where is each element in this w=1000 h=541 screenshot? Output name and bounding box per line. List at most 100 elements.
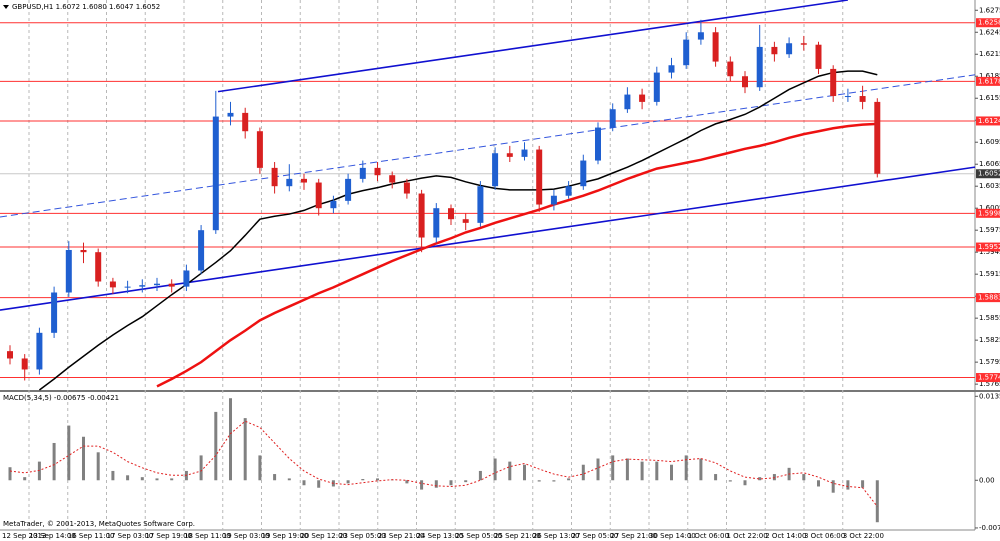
x-tick-label: 23 Sep 21:00: [378, 532, 425, 540]
level-label-bg: [976, 373, 1000, 383]
last-price-bg: [976, 169, 1000, 179]
macd-bar: [420, 480, 424, 490]
trendline: [0, 166, 976, 311]
candle-body: [492, 153, 499, 187]
y-tick-label: 1.6215: [979, 50, 1000, 58]
candle-body: [95, 252, 102, 282]
candle-body: [536, 149, 543, 205]
y-tick-label: 1.5915: [979, 270, 1000, 278]
x-tick-label: 3 Oct 06:00: [804, 532, 845, 540]
candle-body: [168, 283, 175, 287]
moving-average: [156, 122, 878, 388]
x-tick-label: 19 Sep 19:00: [262, 532, 309, 540]
x-tick-label: 17 Sep 19:00: [145, 532, 192, 540]
macd-bar: [37, 461, 41, 481]
y-tick-label: 1.5945: [979, 248, 1000, 256]
macd-bar: [287, 478, 291, 481]
candle-body: [550, 195, 557, 205]
candle-body: [389, 175, 396, 183]
macd-bar: [861, 480, 865, 488]
y-tick-label: -0.00767: [979, 524, 1000, 532]
y-tick-label: 0.01351: [979, 392, 1000, 400]
macd-bar: [552, 480, 556, 482]
candle-body: [697, 32, 704, 40]
macd-bar: [772, 474, 776, 481]
candle-body: [448, 208, 454, 220]
macd-signal: [9, 420, 878, 507]
x-tick-label: 16 Sep 11:00: [68, 532, 115, 540]
macd-bar: [537, 480, 541, 482]
last-price-label: 1.6052: [978, 170, 1000, 178]
level-label-bg: [976, 242, 1000, 252]
macd-bar: [170, 478, 174, 481]
y-tick-label: 1.5975: [979, 226, 1000, 234]
candle-body: [154, 283, 160, 286]
macd-bar: [670, 464, 673, 481]
macd-bar: [684, 455, 688, 481]
macd-bar: [743, 480, 747, 486]
macd-bar: [96, 452, 100, 481]
macd-bar: [523, 464, 526, 481]
candle-body: [668, 65, 675, 73]
x-tick-label: 2 Oct 14:00: [765, 532, 806, 540]
candle-body: [418, 193, 425, 238]
level-label: 1.5883: [978, 294, 1000, 302]
candle-body: [580, 160, 587, 187]
candle-body: [139, 285, 146, 287]
macd-bar: [126, 475, 130, 481]
y-tick-label: 1.6185: [979, 72, 1000, 80]
candle-body: [124, 286, 131, 288]
candle-body: [830, 68, 837, 97]
macd-bar: [23, 477, 27, 481]
level-label-bg: [976, 208, 1000, 218]
y-tick-label: 1.6275: [979, 6, 1000, 14]
macd-bar: [214, 411, 218, 481]
x-tick-label: 17 Sep 03:00: [107, 532, 154, 540]
candle-body: [771, 46, 778, 55]
macd-label: MACD(5,34,5) -0.00675 -0.00421: [3, 394, 119, 402]
x-tick-label: 3 Oct 22:00: [843, 532, 884, 540]
candle-body: [506, 153, 513, 157]
candle-body: [109, 281, 116, 288]
candle-body: [315, 182, 322, 209]
macd-bar: [243, 418, 247, 481]
level-label: 1.6178: [978, 77, 1000, 85]
level-label-bg: [976, 293, 1000, 303]
macd-bar: [581, 464, 585, 481]
candle-body: [859, 96, 866, 102]
candle-body: [183, 270, 190, 287]
macd-bar: [714, 474, 718, 481]
candle-body: [227, 112, 234, 117]
level-label-bg: [976, 18, 1000, 28]
y-tick-label: 1.6005: [979, 204, 1000, 212]
macd-bar: [699, 458, 703, 481]
y-tick-label: 0.00: [979, 476, 995, 484]
macd-bar: [111, 470, 115, 481]
macd-bar: [155, 478, 159, 481]
candle-body: [712, 32, 719, 62]
trendline: [217, 0, 849, 93]
x-tick-label: 24 Sep 13:00: [417, 532, 464, 540]
x-tick-label: 18 Sep 11:00: [184, 532, 231, 540]
macd-bar: [317, 480, 321, 488]
macd-bar: [493, 458, 497, 481]
candle-body: [477, 186, 484, 223]
candle-body: [65, 249, 72, 293]
macd-bar: [82, 436, 85, 481]
macd-bar: [8, 467, 12, 481]
candle-body: [51, 292, 58, 333]
candle-body: [359, 167, 366, 179]
macd-bar: [199, 455, 203, 481]
footer: MetaTrader, © 2001-2013, MetaQuotes Soft…: [3, 520, 195, 528]
moving-average: [38, 70, 878, 391]
x-tick-label: 25 Sep 21:00: [494, 532, 541, 540]
candle-body: [301, 178, 307, 183]
candle-body: [374, 167, 381, 176]
x-tick-label: 12 Sep 2013: [2, 532, 46, 540]
x-tick-label: 20 Sep 12:00: [300, 532, 347, 540]
y-tick-label: 1.6065: [979, 160, 1000, 168]
x-tick-label: 26 Sep 13:00: [533, 532, 580, 540]
candle-body: [742, 76, 748, 88]
macd-bar: [361, 479, 365, 481]
